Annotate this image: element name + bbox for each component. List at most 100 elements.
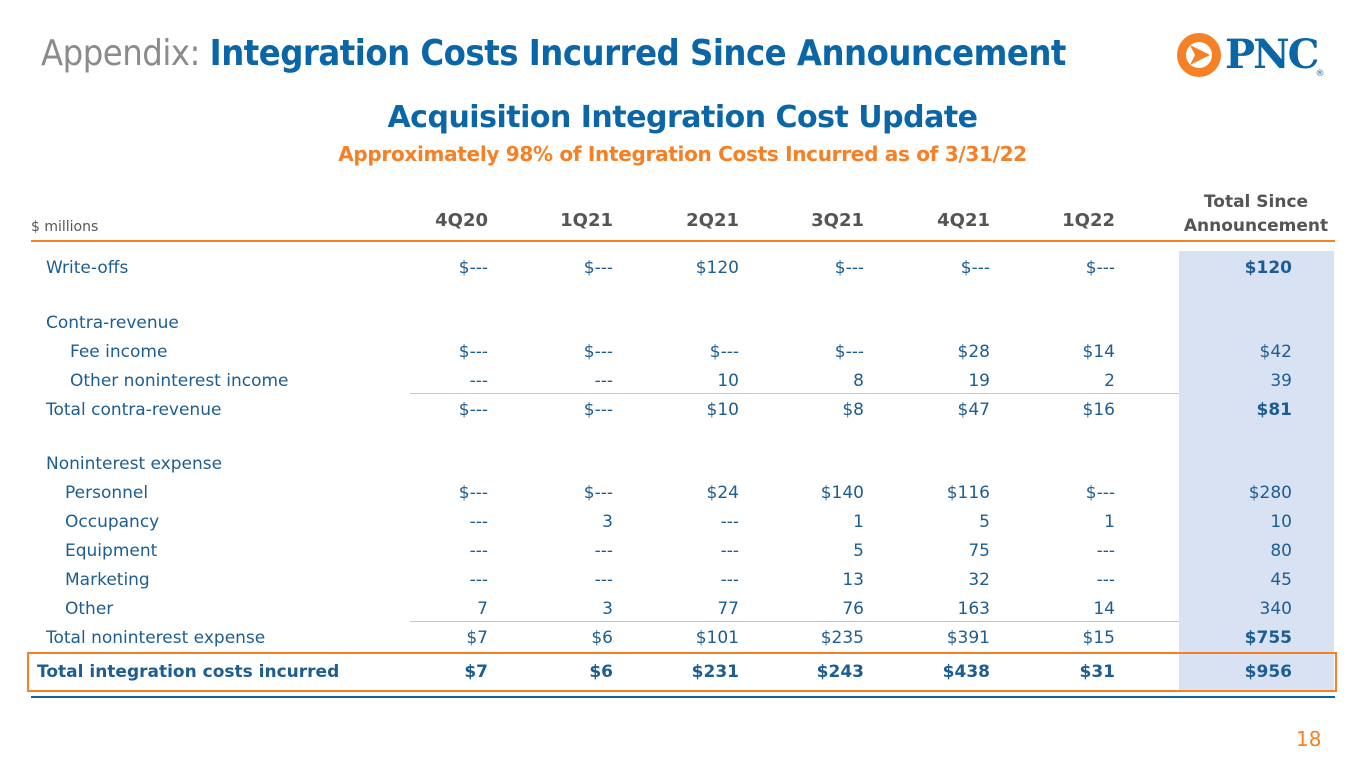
column-header: 2Q21 (686, 210, 739, 231)
row-label: Fee income (70, 342, 168, 362)
header-rule (31, 240, 1335, 242)
table-cell: $--- (458, 342, 488, 362)
total-since-announcement-cell: 39 (1270, 371, 1292, 391)
table-cell: $--- (709, 342, 739, 362)
table-row: Occupancy --- 3 --- 1 5 1 10 (0, 508, 1365, 537)
table-cell: 5 (979, 512, 990, 532)
total-since-announcement-cell: $81 (1256, 400, 1293, 420)
table-cell: 1 (853, 512, 864, 532)
table-cell: $101 (695, 628, 739, 648)
table-cell: 13 (842, 570, 864, 590)
total-since-announcement-cell: 45 (1270, 570, 1292, 590)
subtotal-rule-contra (410, 393, 1179, 394)
table-row: Contra-revenue (0, 309, 1365, 338)
bottom-rule (31, 696, 1335, 698)
row-label: Equipment (65, 541, 158, 561)
table-cell: 77 (717, 599, 739, 619)
table-cell: $--- (834, 258, 864, 278)
table-cell: $6 (591, 628, 613, 648)
total-since-announcement-cell: 80 (1270, 541, 1292, 561)
row-label: Total noninterest expense (46, 628, 266, 648)
table-cell: $15 (1082, 628, 1115, 648)
total-since-announcement-cell: $280 (1248, 483, 1292, 503)
section-subheading: Approximately 98% of Integration Costs I… (338, 142, 1027, 166)
row-label: Personnel (65, 483, 149, 503)
table-row: Other 7 3 77 76 163 14 340 (0, 595, 1365, 624)
table-cell: 8 (853, 371, 864, 391)
subtotal-rule-expense (410, 621, 1179, 622)
table-cell: $--- (1085, 483, 1115, 503)
row-label: Total contra-revenue (46, 400, 222, 420)
row-label: Write-offs (46, 258, 129, 278)
table-cell: --- (469, 512, 488, 532)
table-cell: $28 (957, 342, 990, 362)
section-heading: Acquisition Integration Cost Update (387, 100, 978, 135)
total-row-highlight (27, 652, 1337, 692)
table-cell: 2 (1104, 371, 1115, 391)
table-cell: $--- (583, 258, 613, 278)
table-cell: 19 (968, 371, 990, 391)
table-cell: 14 (1093, 599, 1115, 619)
table-cell: $--- (458, 258, 488, 278)
table-cell: $--- (458, 400, 488, 420)
table-cell: $7 (464, 662, 488, 682)
total-header-line1: Total Since (1203, 192, 1309, 212)
table-cell: --- (469, 541, 488, 561)
table-row: Write-offs $--- $--- $120 $--- $--- $--- $120 (0, 254, 1365, 283)
table-cell: 76 (842, 599, 864, 619)
table-cell: 7 (477, 599, 488, 619)
total-since-announcement-cell: 10 (1270, 512, 1292, 532)
table-cell: $120 (695, 258, 739, 278)
row-label: Contra-revenue (46, 313, 179, 333)
table-cell: 32 (968, 570, 990, 590)
total-since-announcement-cell: $120 (1244, 258, 1292, 278)
table-cell: 5 (853, 541, 864, 561)
row-label: Total integration costs incurred (37, 662, 340, 682)
total-since-announcement-cell: $956 (1244, 662, 1292, 682)
table-cell: $--- (960, 258, 990, 278)
table-cell: 3 (602, 599, 613, 619)
table-cell: --- (720, 570, 739, 590)
column-header: 4Q20 (435, 210, 488, 231)
total-since-announcement-cell: 340 (1259, 599, 1292, 619)
table-cell: --- (720, 541, 739, 561)
logo-text: PNC (1225, 31, 1319, 78)
table-cell: 10 (717, 371, 739, 391)
table-cell: $16 (1082, 400, 1115, 420)
table-cell: $116 (946, 483, 990, 503)
table-cell: $--- (583, 400, 613, 420)
table-cell: $--- (458, 483, 488, 503)
column-header: 4Q21 (937, 210, 990, 231)
table-row: Total contra-revenue $--- $--- $10 $8 $47 $16 $… (0, 396, 1365, 425)
table-cell: $231 (691, 662, 739, 682)
table-cell: $47 (957, 400, 990, 420)
total-since-announcement-cell: $42 (1259, 342, 1292, 362)
table-cell: $7 (466, 628, 488, 648)
table-cell: --- (1096, 541, 1115, 561)
table-cell: --- (594, 371, 613, 391)
registered-mark: ® (1315, 69, 1325, 79)
row-label: Other (65, 599, 114, 619)
table-row: Other noninterest income --- --- 10 8 19 2 39 (0, 367, 1365, 396)
table-cell: $391 (946, 628, 990, 648)
column-header: 1Q21 (560, 210, 613, 231)
table-row: Personnel $--- $--- $24 $140 $116 $--- $280 (0, 479, 1365, 508)
table-cell: $235 (820, 628, 864, 648)
page-number: 18 (1296, 727, 1322, 751)
table-cell: 163 (957, 599, 990, 619)
column-header: 1Q22 (1062, 210, 1115, 231)
row-label: Occupancy (65, 512, 160, 532)
table-cell: $10 (706, 400, 739, 420)
column-header: 3Q21 (811, 210, 864, 231)
table-row: Noninterest expense (0, 450, 1365, 479)
pnc-logo: PNC ® (1176, 31, 1324, 79)
table-cell: $140 (820, 483, 864, 503)
table-cell: $438 (942, 662, 990, 682)
pnc-logo-icon (1177, 33, 1221, 77)
table-row: Total noninterest expense $7 $6 $101 $235 $39… (0, 624, 1365, 653)
table-cell: $--- (834, 342, 864, 362)
total-row: Total integration costs incurred $7 $6 $231… (0, 658, 1365, 687)
table-cell: $--- (1085, 258, 1115, 278)
table-cell: --- (469, 570, 488, 590)
table-row: Fee income $--- $--- $--- $--- $28 $14 $42 (0, 338, 1365, 367)
